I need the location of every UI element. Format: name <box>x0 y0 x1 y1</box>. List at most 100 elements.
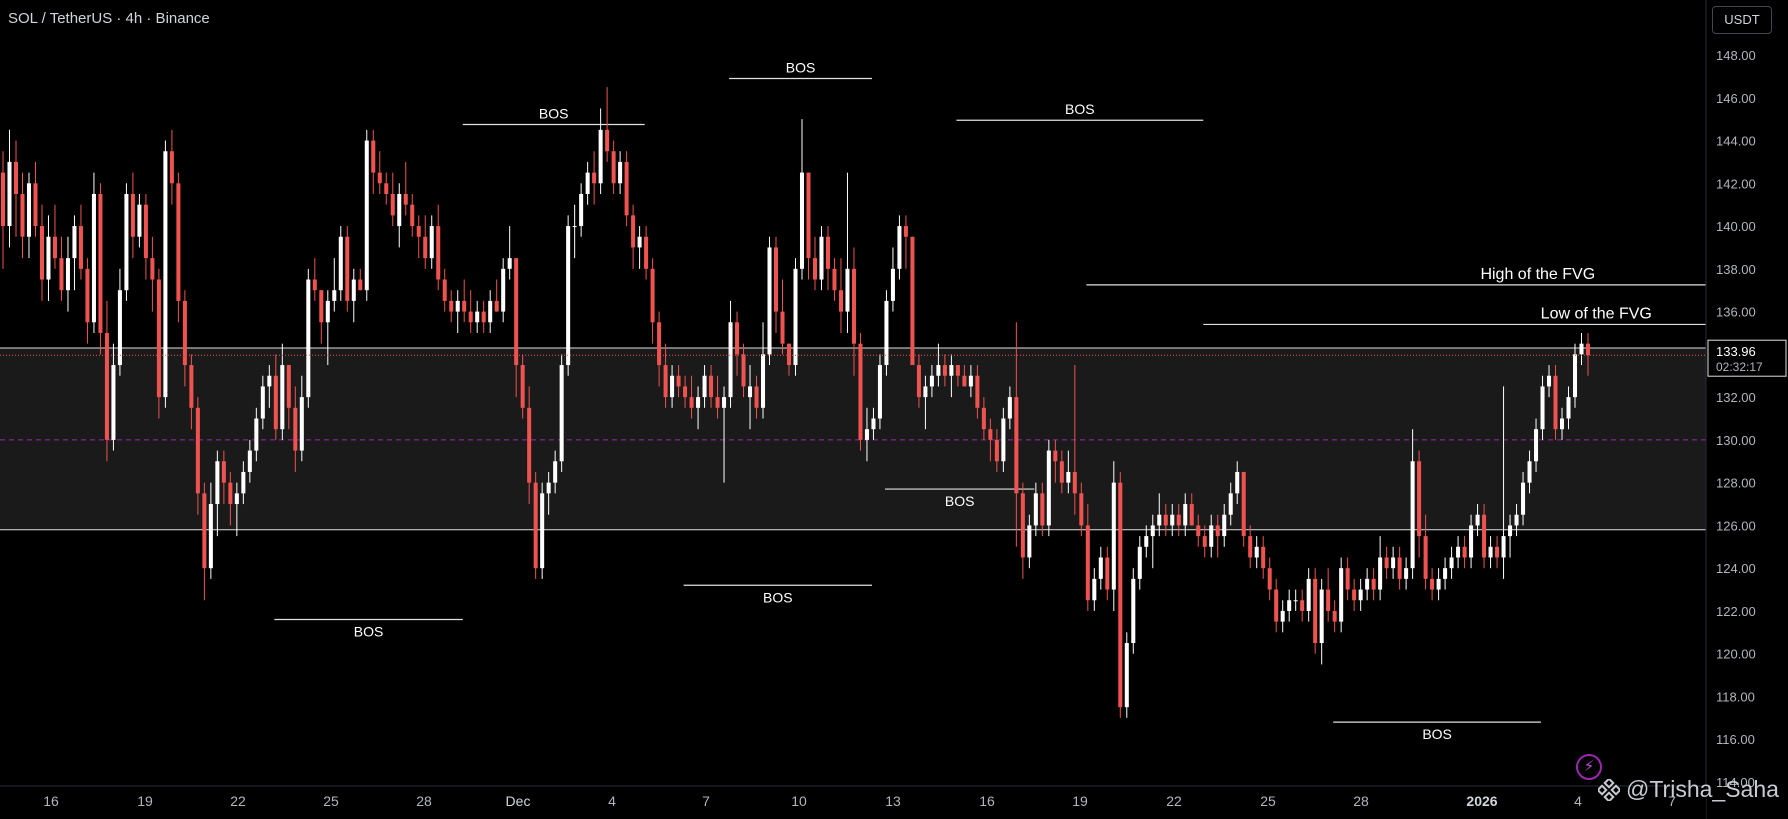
candle-body <box>1339 568 1344 622</box>
candle-body <box>546 482 551 494</box>
candle <box>1404 557 1409 590</box>
lightning-icon[interactable]: ⚡ <box>1576 754 1602 780</box>
candle <box>208 482 213 579</box>
candle-body <box>540 493 545 569</box>
price-tick: 138.00 <box>1716 262 1756 277</box>
candle <box>104 300 109 462</box>
candle-body <box>1189 504 1194 526</box>
candle-body <box>1241 471 1246 537</box>
candle <box>1475 504 1480 537</box>
candle-body <box>403 193 408 205</box>
candle <box>1482 504 1487 569</box>
candle-body <box>748 386 753 398</box>
candle <box>553 450 558 494</box>
candle-body <box>1053 450 1058 462</box>
candle-body <box>1092 578 1097 601</box>
candle <box>1202 525 1207 558</box>
candle-body <box>728 322 733 398</box>
candle-body <box>1235 471 1240 494</box>
candle <box>1287 589 1292 622</box>
candle <box>13 140 19 237</box>
candle <box>962 365 967 387</box>
candle-body <box>1423 536 1428 579</box>
candle <box>124 183 129 301</box>
candle-body <box>267 375 272 387</box>
candle-body <box>1365 578 1370 590</box>
candle-body <box>1170 514 1175 526</box>
candle-body <box>527 407 532 483</box>
candle-body <box>1527 461 1532 483</box>
candle-body <box>1410 461 1415 569</box>
price-tick: 144.00 <box>1716 134 1756 149</box>
candle-body <box>1495 546 1500 558</box>
candle <box>234 482 239 537</box>
candle-body <box>1261 546 1266 569</box>
candle <box>364 129 369 301</box>
candle <box>176 172 181 323</box>
candle <box>1163 504 1168 537</box>
candle-body <box>273 375 278 430</box>
candle <box>195 397 200 515</box>
candle-body <box>657 322 662 366</box>
candle-body <box>1540 386 1545 430</box>
candle <box>306 268 311 408</box>
candle <box>1053 439 1058 483</box>
candle <box>384 172 389 205</box>
candle-body <box>1521 482 1526 515</box>
candle-body <box>936 365 941 376</box>
candle <box>767 236 772 366</box>
candle-body <box>1066 471 1071 483</box>
candle-body <box>1430 578 1435 590</box>
candle-body <box>475 311 480 323</box>
candle <box>644 226 649 280</box>
candle-body <box>143 204 148 259</box>
candle-body <box>176 183 181 301</box>
symbol-title[interactable]: SOL / TetherUS · 4h · Binance <box>8 10 210 27</box>
candle <box>780 279 785 355</box>
candle-body <box>1456 546 1461 558</box>
candle <box>507 226 512 280</box>
candle <box>1241 471 1246 547</box>
candle-body <box>1482 514 1487 558</box>
candle-body <box>280 365 285 430</box>
candle-body <box>416 226 421 237</box>
candle-body <box>683 386 688 398</box>
candle-body <box>1352 589 1357 601</box>
price-tick: 140.00 <box>1716 219 1756 234</box>
candle <box>7 129 12 248</box>
candle-body <box>1150 525 1155 537</box>
candle-body <box>1371 578 1376 590</box>
candle-body <box>1040 493 1045 526</box>
candle <box>637 226 642 269</box>
candle-body <box>150 258 155 280</box>
candle-body <box>689 397 694 408</box>
candle <box>1423 514 1428 590</box>
candle <box>618 151 623 194</box>
candle <box>39 204 44 301</box>
candle-body <box>390 193 395 216</box>
candle <box>786 343 792 376</box>
candle-body <box>195 407 200 494</box>
time-tick: 4 <box>608 793 616 809</box>
candle <box>754 375 759 419</box>
candle-body <box>1007 397 1012 419</box>
candle <box>702 365 707 408</box>
candle <box>520 354 525 419</box>
candle-body <box>579 193 584 227</box>
candle-body <box>1514 514 1519 526</box>
candle <box>1261 536 1266 579</box>
candle-body <box>85 268 90 323</box>
candle <box>299 375 304 462</box>
candle <box>1105 546 1110 601</box>
bos-label: BOS <box>354 623 384 639</box>
candle-body <box>39 226 44 280</box>
candle <box>1345 557 1350 601</box>
price-tick: 118.00 <box>1716 689 1755 704</box>
currency-button[interactable]: USDT <box>1712 6 1772 34</box>
candle <box>864 407 869 462</box>
candle-body <box>299 397 304 451</box>
candle <box>1131 568 1136 654</box>
candle <box>1222 504 1227 547</box>
candle <box>1521 471 1526 526</box>
